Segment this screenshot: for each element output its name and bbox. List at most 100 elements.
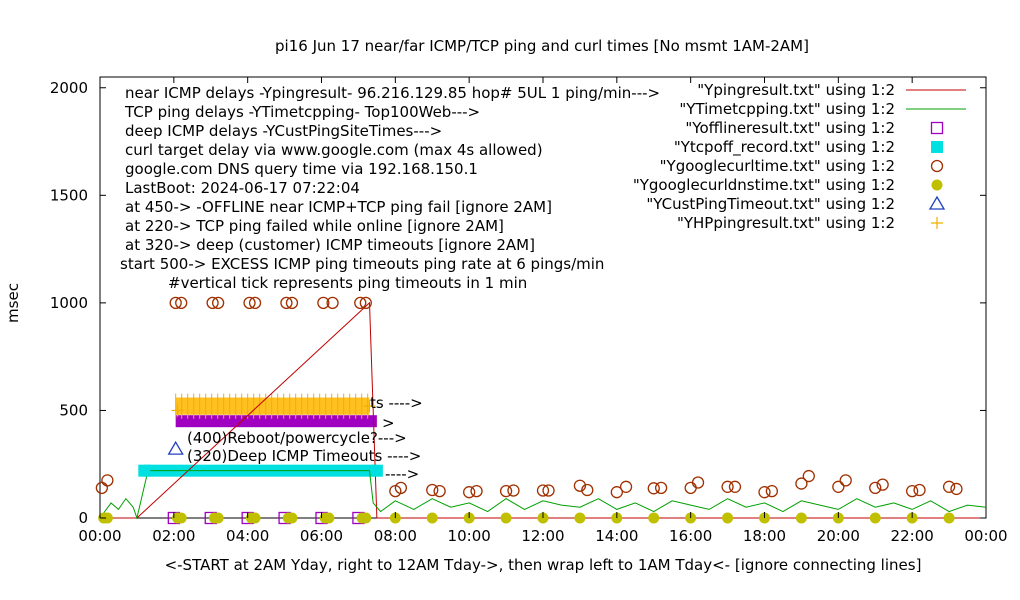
point-curl xyxy=(354,296,367,310)
inplot-annotation: (320)Deep ICMP Timeouts ----> xyxy=(187,447,421,465)
point-curl xyxy=(433,484,446,498)
point-dns xyxy=(943,512,955,524)
point-curl xyxy=(876,478,889,491)
legend-label: "Ytcpoff_record.txt" using 1:2 xyxy=(674,138,895,157)
point-dns xyxy=(212,512,224,524)
annotation-line: deep ICMP delays -YCustPingSiteTimes---> xyxy=(125,122,442,140)
point-curl xyxy=(536,484,550,497)
legend-label: "Yofflineresult.txt" using 1:2 xyxy=(685,119,895,137)
annotation-line: at 450-> -OFFLINE near ICMP+TCP ping fai… xyxy=(125,198,552,216)
legend-label: "YHPpingresult.txt" using 1:2 xyxy=(677,214,895,232)
x-tick-label: 20:00 xyxy=(817,527,860,545)
y-tick-label: 1500 xyxy=(50,186,88,204)
point-curl xyxy=(728,480,742,493)
point-dns xyxy=(795,512,807,524)
point-curl xyxy=(95,481,108,495)
point-curl xyxy=(426,483,439,497)
point-curl xyxy=(359,296,372,310)
point-curl xyxy=(169,296,182,310)
point-curl xyxy=(610,486,623,499)
point-dns xyxy=(286,512,298,524)
x-tick-label: 02:00 xyxy=(152,527,195,545)
point-curl xyxy=(285,296,299,310)
annotation-line: at 220-> TCP ping failed while online [i… xyxy=(125,217,504,235)
point-curl xyxy=(326,296,339,310)
annotation-line: LastBoot: 2024-06-17 07:22:04 xyxy=(125,179,360,197)
series-line xyxy=(99,470,987,520)
point-curl xyxy=(802,469,815,483)
point-dns xyxy=(500,512,512,524)
x-tick-label: 00:00 xyxy=(78,527,121,545)
point-curl xyxy=(619,480,633,493)
point-dns xyxy=(323,512,335,524)
point-curl xyxy=(206,296,219,310)
point-hpping xyxy=(363,400,376,413)
point-offline xyxy=(930,121,944,135)
point-curl xyxy=(913,483,926,497)
point-curl xyxy=(280,296,293,310)
point-custping xyxy=(167,440,184,455)
point-curl xyxy=(470,484,483,498)
point-curl xyxy=(463,486,476,499)
point-curl xyxy=(317,296,330,310)
point-dns xyxy=(101,512,113,524)
legend-label: "Ypingresult.txt" using 1:2 xyxy=(697,81,895,99)
point-tcpoff xyxy=(138,464,151,477)
y-tick-label: 2000 xyxy=(50,79,88,97)
annotation-line: at 320-> deep (customer) ICMP timeouts [… xyxy=(125,236,535,254)
x-tick-label: 00:00 xyxy=(964,527,1007,545)
point-dns xyxy=(931,179,943,191)
legend: "Ypingresult.txt" using 1:2"YTimetcpping… xyxy=(633,81,966,232)
point-curl xyxy=(211,296,225,310)
x-tick-label: 06:00 xyxy=(300,527,343,545)
point-tcpoff xyxy=(370,464,383,477)
point-curl xyxy=(581,483,594,497)
point-curl xyxy=(930,159,944,173)
point-curl xyxy=(248,296,262,310)
inplot-annotation: ----> xyxy=(385,465,419,483)
point-curl xyxy=(654,481,668,495)
annotations-layer: near ICMP delays -Ypingresult- 96.216.12… xyxy=(120,84,660,483)
legend-label: "YCustPingTimeout.txt" using 1:2 xyxy=(646,195,895,213)
point-dns xyxy=(175,512,187,524)
point-curl xyxy=(721,480,734,493)
axes-layer: 00:00 02:00 04:00 06:00 08:00 10:00 12:00 14:00… xyxy=(50,77,1008,545)
point-curl xyxy=(394,481,408,495)
point-curl xyxy=(542,484,555,497)
point-curl xyxy=(839,474,852,487)
point-curl xyxy=(691,476,705,489)
point-curl xyxy=(950,482,963,496)
legend-label: "Ygooglecurltime.txt" using 1:2 xyxy=(660,157,895,175)
x-tick-label: 10:00 xyxy=(448,527,491,545)
annotation-line: google.com DNS query time via 192.168.15… xyxy=(125,160,478,178)
point-curl xyxy=(869,481,882,495)
band-excess-icmp xyxy=(175,397,370,415)
point-tcpoff xyxy=(931,141,943,153)
inplot-annotation: ts ----> xyxy=(370,394,423,412)
annotation-line: curl target delay via www.google.com (ma… xyxy=(125,141,543,159)
x-tick-label: 08:00 xyxy=(374,527,417,545)
x-tick-label: 12:00 xyxy=(521,527,564,545)
point-dns xyxy=(426,512,438,524)
legend-label: "Ygooglecurldnstime.txt" using 1:2 xyxy=(633,176,895,194)
point-dns xyxy=(722,512,734,524)
y-tick-label: 500 xyxy=(59,401,88,419)
point-curl xyxy=(175,296,188,310)
y-tick-label: 0 xyxy=(78,509,88,527)
point-custping xyxy=(928,195,946,210)
annotation-line: near ICMP delays -Ypingresult- 96.216.12… xyxy=(125,84,660,102)
point-curl xyxy=(684,481,697,495)
point-curl xyxy=(795,477,808,490)
point-curl xyxy=(906,484,919,498)
y-tick-label: 1000 xyxy=(50,294,88,312)
point-dns xyxy=(648,512,660,524)
point-curl xyxy=(942,480,956,493)
point-dns xyxy=(869,512,881,524)
annotation-line: #vertical tick represents ping timeouts … xyxy=(168,274,527,292)
inplot-annotation: > xyxy=(382,414,395,432)
annotation-line: TCP ping delays -YTimetcpping- Top100Web… xyxy=(124,103,480,121)
point-curl xyxy=(101,474,114,487)
x-tick-label: 16:00 xyxy=(669,527,712,545)
annotation-line: start 500-> EXCESS ICMP ping timeouts pi… xyxy=(120,255,604,273)
point-curl xyxy=(647,482,660,495)
